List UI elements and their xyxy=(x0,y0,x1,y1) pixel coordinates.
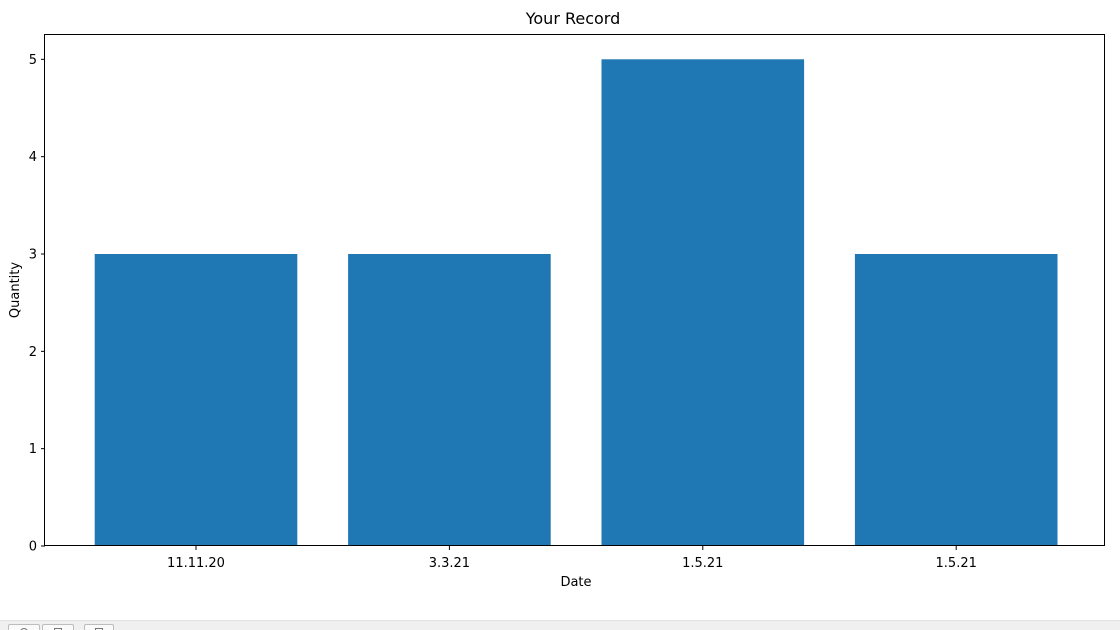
figure-toolbar xyxy=(0,620,1120,630)
x-tick-label: 11.11.20 xyxy=(167,556,225,571)
y-tick-label: 1 xyxy=(29,442,37,457)
back-icon xyxy=(54,628,62,630)
bar-1 xyxy=(94,254,298,546)
y-tick-label: 5 xyxy=(29,53,37,68)
plot-frame xyxy=(44,34,1105,546)
back-button[interactable] xyxy=(42,624,74,630)
forward-icon xyxy=(95,628,103,630)
x-tick-label: 1.5.21 xyxy=(936,556,977,571)
chart-title: Your Record xyxy=(525,9,621,28)
x-axis: 11.11.20 3.3.21 1.5.21 1.5.21 xyxy=(167,546,977,571)
y-tick-label: 0 xyxy=(29,540,37,555)
y-tick-label: 4 xyxy=(29,150,37,165)
y-tick-label: 2 xyxy=(29,345,37,360)
x-tick-label: 1.5.21 xyxy=(682,556,723,571)
bars-layer xyxy=(94,59,1058,547)
bar-4 xyxy=(854,254,1058,546)
home-button[interactable] xyxy=(8,624,40,630)
x-tick-label: 3.3.21 xyxy=(429,556,470,571)
y-axis: 0 1 2 3 4 5 xyxy=(29,53,45,555)
y-axis-label: Quantity xyxy=(8,262,23,318)
bar-2 xyxy=(348,254,551,546)
y-tick-label: 3 xyxy=(29,248,37,263)
forward-button[interactable] xyxy=(84,624,114,630)
bar-3 xyxy=(601,59,805,547)
x-axis-label: Date xyxy=(560,575,591,590)
